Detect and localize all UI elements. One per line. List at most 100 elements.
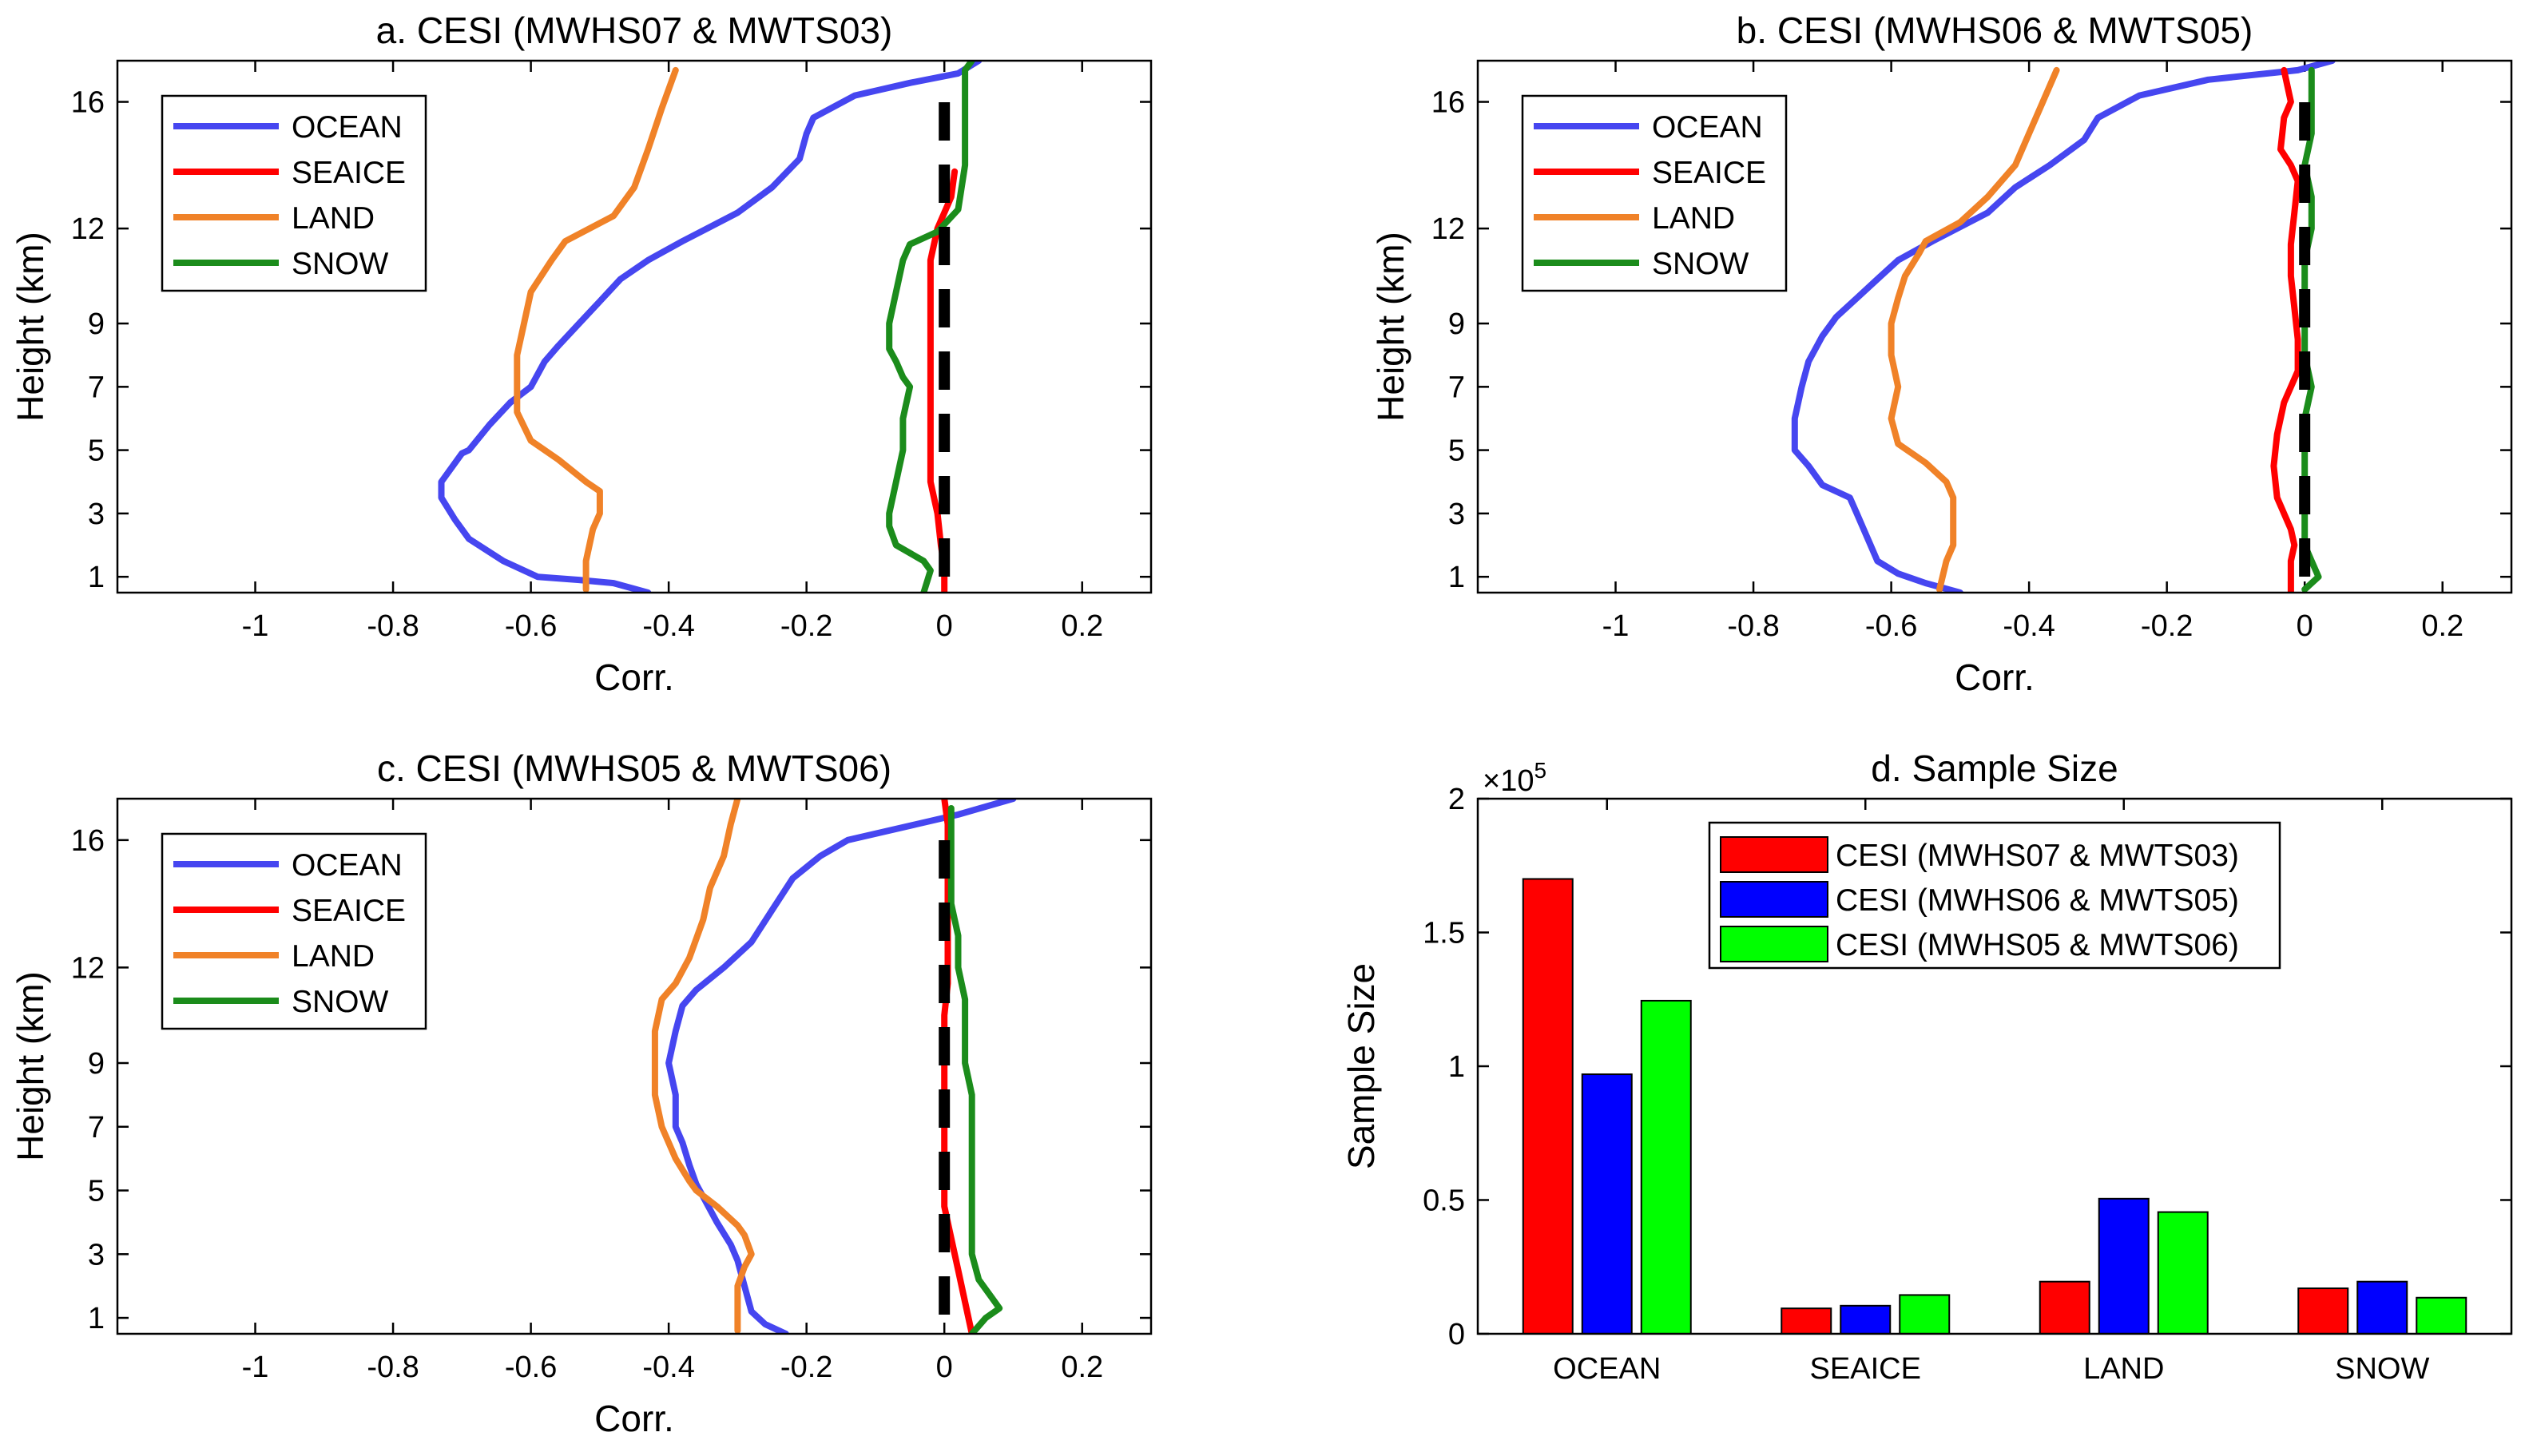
y-tick-label: 7 [1448,371,1465,404]
legend-label: SNOW [292,247,389,281]
y-tick-label: 1 [88,561,105,594]
y-tick-label: 16 [71,86,105,120]
y-axis-label: Height (km) [10,232,51,422]
category-label-ocean: OCEAN [1553,1352,1661,1386]
y-tick-label: 9 [88,307,105,341]
legend-label: OCEAN [292,848,403,883]
x-axis-label: Corr. [1955,657,2035,698]
panel-a: a. CESI (MWHS07 & MWTS03) -1 -0.8 -0.6 -0.4 -… [10,10,1153,698]
panel-title: c. CESI (MWHS05 & MWTS06) [377,748,891,789]
axes-frame [116,59,1153,594]
legend: OCEAN SEAICE LAND SNOW [161,832,427,1030]
y-tick-label: 9 [1448,307,1465,341]
axes-frame [116,797,1153,1335]
y-tick-label: 7 [88,371,105,404]
legend-label: CESI (MWHS05 & MWTS06) [1836,928,2239,962]
y-tick-label: 3 [88,1238,105,1272]
legend-label: OCEAN [1652,110,1763,145]
series-line-seaice [927,168,959,593]
legend-label: SEAICE [1652,156,1766,190]
series-line-land [651,799,755,1334]
x-tick-label: 0.2 [1061,1351,1103,1384]
y-axis-label: Height (km) [10,971,51,1161]
y-tick-label: 12 [1431,212,1465,246]
x-tick-label: -0.6 [505,609,557,643]
y-tick-label: 2 [1448,783,1465,816]
x-tick-label: -0.6 [505,1351,557,1384]
legend-label: LAND [292,201,375,236]
legend-label: SNOW [1652,247,1749,281]
exponent-power: 5 [1534,758,1546,783]
y-tick-label: 9 [88,1047,105,1081]
y-tick-label: 1 [1448,561,1465,594]
legend: CESI (MWHS07 & MWTS03) CESI (MWHS06 & MWT… [1708,821,2281,970]
x-tick-label: -0.4 [642,609,694,643]
series-line-ocean [665,799,1017,1334]
y-tick-label: 0.5 [1423,1184,1465,1218]
x-axis-label: Corr. [594,1398,674,1439]
bar-ocean-series-2 [1581,1073,1633,1335]
legend: OCEAN SEAICE LAND SNOW [161,94,427,292]
y-axis-label: Sample Size [1340,963,1382,1169]
bar-land-series-2 [2098,1197,2150,1335]
legend-label: CESI (MWHS06 & MWTS05) [1836,883,2239,918]
bar-land-series-1 [2039,1280,2090,1335]
bar-snow-series-1 [2297,1287,2349,1335]
y-exponent-label: ×105 [1483,758,1546,798]
bar-seaice-series-1 [1781,1307,1832,1335]
x-tick-label: 0 [2297,609,2313,643]
y-tick-label: 12 [71,212,105,246]
bar-snow-series-2 [2356,1280,2408,1335]
y-tick-label: 12 [71,951,105,985]
bar-snow-series-3 [2416,1296,2467,1335]
panel-d: d. Sample Size 0 0.5 1 1.5 2 ×105 Sample Size OC… [1340,748,2513,1386]
legend-label: SNOW [292,985,389,1019]
bar-seaice-series-3 [1899,1294,1951,1335]
x-tick-label: -0.8 [1727,609,1779,643]
x-tick-label: -0.2 [780,609,832,643]
x-tick-label: -1 [242,1351,269,1384]
panel-title: a. CESI (MWHS07 & MWTS03) [376,10,893,51]
panel-title: d. Sample Size [1871,748,2118,789]
legend-label: CESI (MWHS07 & MWTS03) [1836,839,2239,873]
y-tick-label: 16 [1431,86,1465,120]
legend: OCEAN SEAICE LAND SNOW [1521,94,1788,292]
bar-ocean-series-3 [1640,999,1692,1335]
legend-label: SEAICE [292,894,406,928]
x-tick-label: 0.2 [2421,609,2463,643]
category-label-seaice: SEAICE [1810,1352,1921,1386]
axes-frame [1476,59,2513,594]
category-label-snow: SNOW [2335,1352,2429,1386]
x-tick-label: -0.6 [1865,609,1917,643]
y-tick-label: 0 [1448,1318,1465,1351]
panel-b: b. CESI (MWHS06 & MWTS05) -1 -0.8 -0.6 -0.4 -… [1370,10,2513,698]
x-tick-label: -0.2 [780,1351,832,1384]
x-tick-label: -0.8 [367,1351,419,1384]
axes-frame [1476,797,2513,1335]
legend-swatch [1720,881,1828,918]
series-line-land [514,66,679,593]
x-tick-label: -1 [242,609,269,643]
y-tick-label: 5 [88,434,105,468]
legend-swatch [1720,836,1828,873]
x-tick-label: 0.2 [1061,609,1103,643]
series-line-ocean [438,61,983,593]
legend-swatch [1720,926,1828,962]
series-line-snow [947,805,1003,1334]
bar-seaice-series-2 [1840,1304,1892,1335]
y-tick-label: 5 [88,1175,105,1208]
y-tick-label: 3 [88,498,105,531]
y-tick-label: 1.5 [1423,917,1465,950]
category-label-land: LAND [2083,1352,2164,1386]
series-line-snow [886,61,975,593]
x-tick-label: -0.8 [367,609,419,643]
y-tick-label: 5 [1448,434,1465,468]
y-tick-label: 7 [88,1111,105,1145]
y-tick-label: 1 [88,1302,105,1335]
legend-label: LAND [292,939,375,974]
bar-ocean-series-1 [1522,878,1574,1335]
x-tick-label: 0 [936,609,953,643]
y-axis-label: Height (km) [1370,232,1411,422]
legend-label: SEAICE [292,156,406,190]
